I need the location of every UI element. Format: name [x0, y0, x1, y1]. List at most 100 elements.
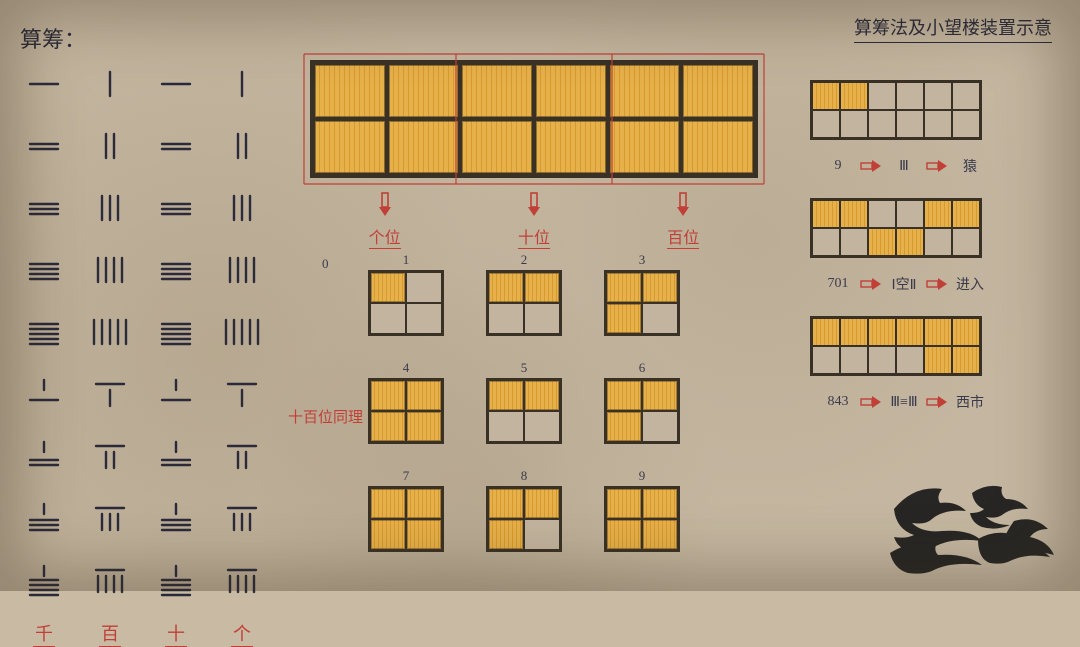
quadrant: [406, 380, 442, 411]
quadrant: [488, 519, 524, 550]
building-cell: [368, 270, 444, 336]
big-building: [310, 60, 758, 178]
rod-numeral: [156, 252, 196, 288]
digit-cell: 9: [592, 486, 692, 582]
quadrant: [370, 272, 406, 303]
right-row: 9 Ⅲ 猿: [810, 80, 1070, 176]
quadrant: [406, 411, 442, 442]
rod-numeral: [156, 376, 196, 412]
rod-numeral: [24, 562, 64, 598]
rod-numeral: [156, 314, 196, 350]
right-cell: [812, 110, 840, 138]
position-label: 十位: [518, 224, 550, 249]
key-right: 西市: [956, 392, 984, 412]
right-cell: [840, 228, 868, 256]
right-cell: [952, 318, 980, 346]
building-cell: [368, 378, 444, 444]
column-label: 个: [231, 620, 253, 647]
rod-numeral: [222, 314, 262, 350]
rod-numeral: [24, 66, 64, 102]
arrow-down-icon: [676, 192, 690, 214]
digit-label: 2: [521, 252, 528, 268]
digit-cell: 2: [474, 270, 574, 366]
column-label: 千: [33, 620, 55, 647]
key-mid: Ⅲ: [890, 158, 918, 175]
right-cell: [952, 228, 980, 256]
big-cell: [608, 63, 682, 119]
right-cell: [812, 346, 840, 374]
quadrant: [606, 411, 642, 442]
right-cell: [868, 228, 896, 256]
big-cell: [608, 119, 682, 175]
digit-label: 3: [639, 252, 646, 268]
right-cell: [924, 228, 952, 256]
quadrant: [642, 411, 678, 442]
arrow-right-icon: [926, 395, 948, 409]
right-cell: [952, 346, 980, 374]
rod-numeral: [24, 252, 64, 288]
arrow-right-icon: [860, 395, 882, 409]
building-cell: [486, 378, 562, 444]
rod-numeral: [90, 562, 130, 598]
quadrant: [370, 519, 406, 550]
digit-label: 1: [403, 252, 410, 268]
quadrant: [524, 272, 560, 303]
quadrant: [606, 272, 642, 303]
quadrant: [606, 519, 642, 550]
digit-cell: 6: [592, 378, 692, 474]
left-title: 算筹：: [20, 22, 86, 54]
key-right: 猿: [956, 156, 984, 176]
digit-label: 5: [521, 360, 528, 376]
key-left: 701: [824, 276, 852, 292]
rod-numeral: [90, 66, 130, 102]
quadrant: [524, 411, 560, 442]
rod-numeral: [156, 500, 196, 536]
quadrant: [642, 303, 678, 334]
rod-numeral: [24, 314, 64, 350]
digit-cell: 4: [356, 378, 456, 474]
digit-cell: 5: [474, 378, 574, 474]
quadrant: [642, 272, 678, 303]
rod-numeral: [156, 438, 196, 474]
digit-cell: 3: [592, 270, 692, 366]
quadrant: [606, 488, 642, 519]
quadrant: [524, 380, 560, 411]
rod-numeral: [24, 190, 64, 226]
right-cell: [896, 346, 924, 374]
rod-column: 十: [156, 66, 196, 647]
digit-label-0: 0: [322, 256, 329, 272]
quadrant: [642, 488, 678, 519]
quadrant: [642, 380, 678, 411]
quadrant: [370, 380, 406, 411]
right-cell: [840, 318, 868, 346]
quadrant: [524, 488, 560, 519]
position-label: 百位: [667, 224, 699, 249]
quadrant: [406, 519, 442, 550]
right-cell: [868, 110, 896, 138]
rod-numeral: [222, 66, 262, 102]
rod-numeral: [222, 376, 262, 412]
arrow-right-icon: [860, 277, 882, 291]
key-left: 843: [824, 394, 852, 410]
building-cell: [486, 270, 562, 336]
quadrant: [488, 380, 524, 411]
digit-label: 7: [403, 468, 410, 484]
right-key: 701 Ⅰ空Ⅱ 进入: [824, 274, 1070, 294]
right-cell: [924, 346, 952, 374]
diagram-title: 算筹法及小望楼装置示意: [854, 14, 1052, 43]
quadrant: [406, 303, 442, 334]
building-cell: [604, 378, 680, 444]
digit-cell: 7: [356, 486, 456, 582]
quadrant: [524, 303, 560, 334]
rod-numeral: [156, 66, 196, 102]
right-building: [810, 316, 982, 376]
big-cell: [313, 119, 387, 175]
right-cell: [812, 200, 840, 228]
right-building: [810, 198, 982, 258]
right-cell: [896, 82, 924, 110]
quadrant: [406, 488, 442, 519]
right-row: 701 Ⅰ空Ⅱ 进入: [810, 198, 1070, 294]
rod-numeral: [222, 438, 262, 474]
digit-cell: 8: [474, 486, 574, 582]
quadrant: [488, 488, 524, 519]
